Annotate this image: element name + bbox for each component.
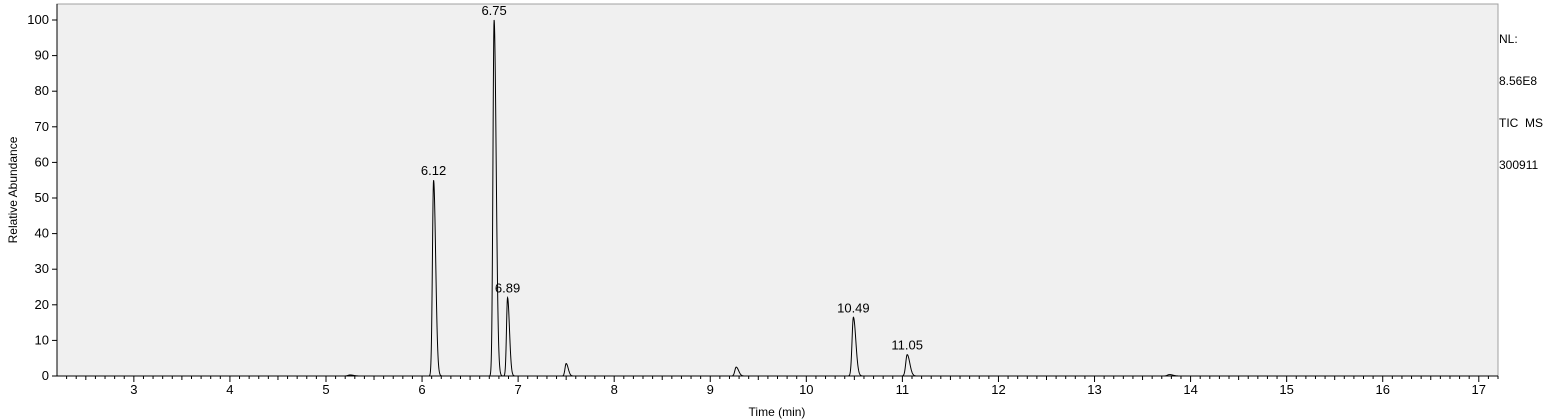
plot-area: [56, 3, 1499, 377]
x-tick-label: 11: [896, 382, 910, 397]
y-tick-label: 10: [35, 332, 49, 347]
y-tick-label: 70: [35, 119, 49, 134]
x-tick-label: 3: [130, 382, 137, 397]
peak-label: 6.89: [495, 281, 520, 296]
scan-info: NL: 8.56E8 TIC MS 300911: [1499, 4, 1543, 186]
x-tick-label: 14: [1183, 382, 1197, 397]
x-tick-label: 17: [1472, 382, 1486, 397]
peak-label: 6.12: [421, 163, 446, 178]
y-tick-label: 50: [35, 190, 49, 205]
peak-labels: 6.12 6.75 6.89 10.49 11.05: [421, 3, 923, 353]
y-tick-label: 100: [27, 12, 49, 27]
x-tick-label: 6: [418, 382, 425, 397]
x-tick-label: 7: [515, 382, 522, 397]
y-tick-label: 20: [35, 297, 49, 312]
x-tick-label: 4: [226, 382, 233, 397]
y-tick-label: 60: [35, 154, 49, 169]
peak-label: 11.05: [891, 338, 923, 353]
y-tick-label: 0: [42, 368, 49, 383]
x-tick-label: 16: [1375, 382, 1389, 397]
y-tick-label: 40: [35, 226, 49, 241]
peak-label: 10.49: [837, 300, 870, 315]
file-name: 300911: [1499, 158, 1539, 172]
axis-ticks: 0 10 20 30 40 50 60 70 80 90 100 3 4 5 6 7 8 9 10 11 12 13 14 1…: [27, 12, 1499, 397]
x-tick-label: 8: [611, 382, 618, 397]
x-tick-label: 10: [799, 382, 813, 397]
y-tick-label: 80: [35, 83, 49, 98]
nl-value: 8.56E8: [1499, 74, 1538, 88]
y-tick-label: 90: [35, 48, 49, 63]
x-tick-label: 15: [1279, 382, 1293, 397]
x-tick-label: 13: [1087, 382, 1101, 397]
peak-label: 6.75: [481, 3, 506, 18]
y-tick-label: 30: [35, 261, 49, 276]
scan-type: TIC MS: [1499, 116, 1543, 130]
x-axis-title: Time (min): [749, 405, 806, 419]
nl-label: NL:: [1499, 32, 1518, 46]
x-tick-label: 12: [991, 382, 1005, 397]
y-axis-title: Relative Abundance: [6, 136, 20, 243]
x-tick-label: 5: [322, 382, 329, 397]
x-tick-label: 9: [707, 382, 714, 397]
